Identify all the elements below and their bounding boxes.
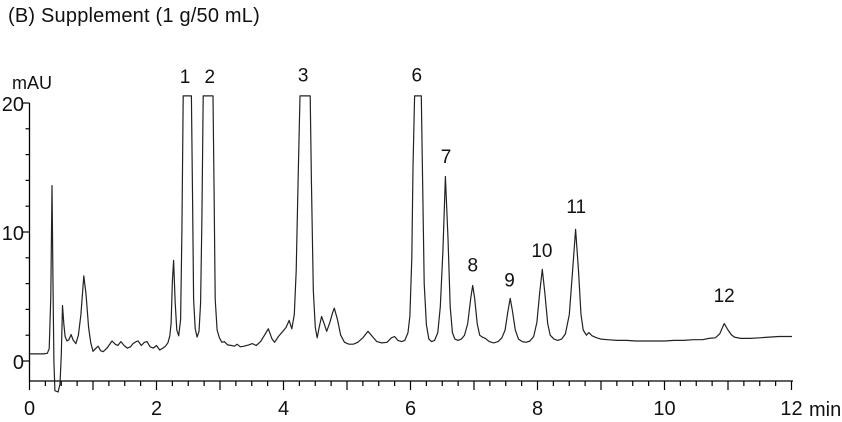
- peak-label-7: 7: [441, 147, 452, 168]
- peak-label-8: 8: [467, 255, 478, 276]
- peak-label-2: 2: [205, 67, 216, 88]
- y-tick-label: 20: [2, 94, 24, 116]
- x-tick-label: 4: [278, 398, 289, 420]
- y-axis-unit-label: mAU: [12, 73, 52, 93]
- x-tick-label: 12: [780, 398, 802, 420]
- peak-label-12: 12: [714, 286, 735, 307]
- chromatogram-trace: [28, 95, 793, 393]
- x-tick-label: 10: [653, 398, 675, 420]
- peak-label-1: 1: [180, 67, 191, 88]
- x-axis-unit-label: min: [809, 399, 842, 421]
- x-tick-label: 0: [24, 398, 35, 420]
- panel-title: (B) Supplement (1 g/50 mL): [8, 5, 260, 27]
- y-tick-label: 0: [13, 352, 24, 374]
- x-tick-label: 8: [532, 398, 543, 420]
- y-tick-label: 10: [2, 223, 24, 245]
- x-tick-label: 2: [151, 398, 162, 420]
- peak-label-10: 10: [531, 241, 552, 262]
- peak-label-3: 3: [298, 66, 309, 87]
- x-tick-label: 6: [405, 398, 416, 420]
- peak-label-9: 9: [504, 271, 515, 292]
- peak-label-6: 6: [412, 66, 423, 87]
- peak-label-11: 11: [566, 197, 586, 218]
